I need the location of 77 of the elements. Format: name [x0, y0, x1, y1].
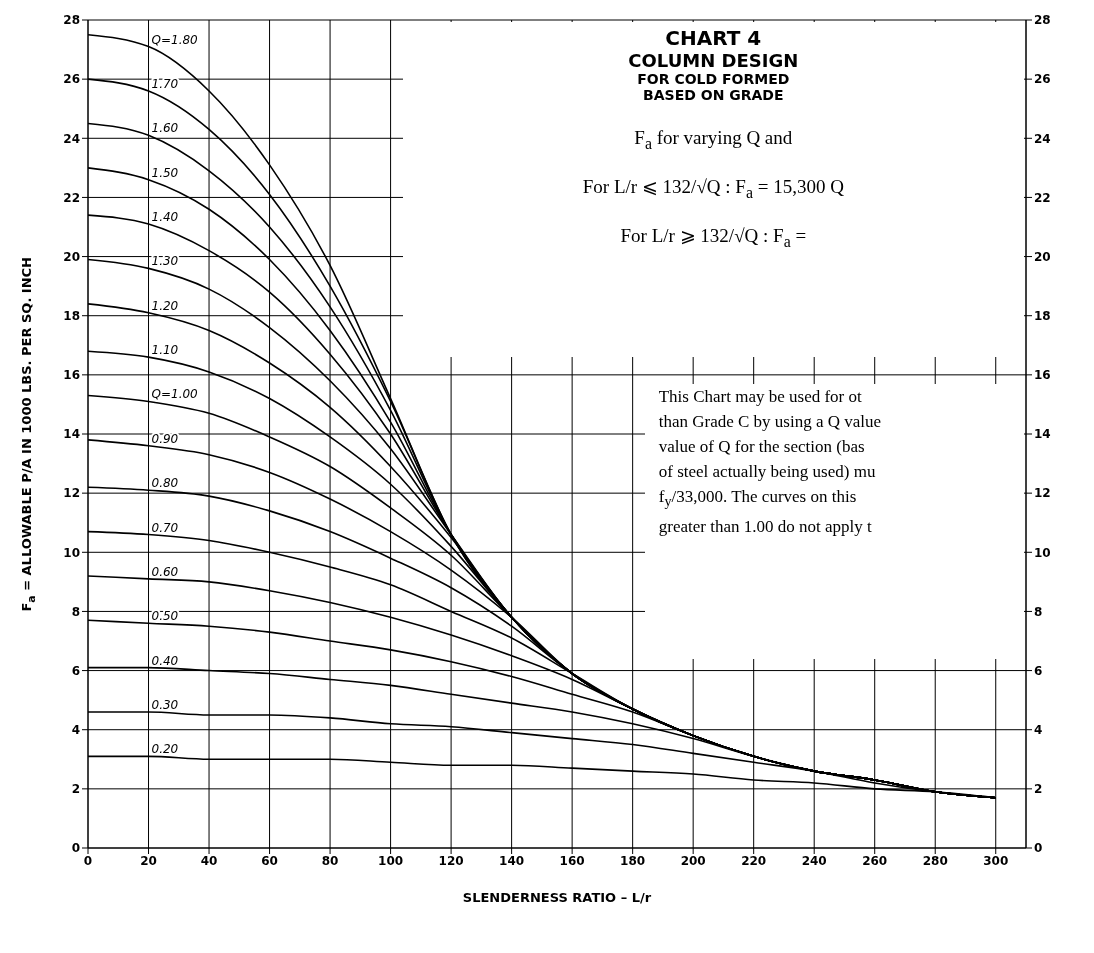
- series-label: 1.70: [151, 76, 179, 91]
- x-tick-label: 80: [321, 853, 339, 868]
- x-tick-label: 20: [140, 853, 157, 868]
- x-tick-label: 100: [378, 853, 404, 868]
- y2-tick-label: 8: [1034, 604, 1043, 619]
- y2-tick-label: 26: [1034, 72, 1051, 87]
- series-label: 0.60: [151, 564, 179, 579]
- series-label: 0.50: [151, 609, 179, 624]
- y2-tick-label: 16: [1034, 368, 1051, 383]
- series-label: 1.30: [151, 254, 179, 269]
- y-tick-label: 0: [71, 841, 80, 856]
- x-tick-label: 240: [801, 853, 827, 868]
- x-tick-label: 40: [200, 853, 218, 868]
- y-tick-label: 2: [71, 782, 80, 797]
- y-tick-label: 8: [71, 604, 80, 619]
- annotation: For L/r ⩽ 132/√Q : F$_{a}$ = 15,300 Q: [582, 175, 844, 201]
- y-tick-label: 14: [63, 427, 80, 442]
- x-tick-label: 0: [83, 853, 93, 868]
- y2-tick-label: 28: [1034, 13, 1051, 28]
- y2-tick-label: 24: [1034, 131, 1051, 146]
- annotation: f$_{y}$/33,000. The curves on this: [658, 486, 857, 510]
- series-label: 0.90: [151, 431, 179, 446]
- y2-tick-label: 6: [1034, 663, 1043, 678]
- y2-tick-label: 2: [1034, 782, 1043, 797]
- y2-tick-label: 14: [1034, 427, 1051, 442]
- y2-tick-label: 4: [1034, 722, 1043, 737]
- x-tick-label: 300: [983, 853, 1009, 868]
- x-tick-label: 160: [559, 853, 585, 868]
- y-tick-label: 16: [63, 368, 80, 383]
- annotation: This Chart may be used for ot: [658, 386, 862, 406]
- series-label: 0.40: [151, 653, 179, 668]
- x-tick-label: 220: [741, 853, 767, 868]
- annotation: than Grade C by using a Q value: [658, 411, 882, 431]
- series-label: 1.60: [151, 121, 179, 136]
- y-tick-label: 26: [63, 72, 80, 87]
- series-label: 0.20: [151, 742, 179, 757]
- y-tick-label: 22: [63, 190, 80, 205]
- y2-tick-label: 22: [1034, 190, 1051, 205]
- chart-title: CHART 4: [664, 26, 763, 50]
- y-tick-label: 28: [63, 13, 80, 28]
- y-tick-label: 12: [63, 486, 80, 501]
- x-tick-label: 120: [438, 853, 464, 868]
- annotation: BASED ON GRADE: [643, 87, 784, 103]
- y2-tick-label: 20: [1034, 249, 1051, 264]
- x-tick-label: 140: [499, 853, 525, 868]
- y-tick-label: 6: [71, 663, 80, 678]
- annotation: value of Q for the section (bas: [658, 436, 865, 456]
- x-axis-title: SLENDERNESS RATIO – L/r: [462, 890, 652, 905]
- annotation: FOR COLD FORMED: [637, 71, 790, 87]
- series-label: 1.50: [151, 165, 179, 180]
- y2-tick-label: 12: [1034, 486, 1051, 501]
- annotation: of steel actually being used) mu: [658, 461, 876, 481]
- y2-tick-label: 18: [1034, 308, 1051, 323]
- series-label: 0.70: [151, 520, 179, 535]
- series-label: Q=1.00: [151, 387, 199, 402]
- x-tick-label: 180: [620, 853, 646, 868]
- y-tick-label: 24: [63, 131, 80, 146]
- x-tick-label: 280: [922, 853, 948, 868]
- y2-tick-label: 0: [1034, 841, 1043, 856]
- series-label: 1.40: [151, 210, 179, 225]
- x-tick-label: 200: [680, 853, 706, 868]
- series-label: Q=1.80: [151, 32, 199, 47]
- y-tick-label: 20: [63, 249, 80, 264]
- series-label: 0.80: [151, 476, 179, 491]
- series-label: 1.10: [151, 343, 179, 358]
- annotation: For L/r ⩾ 132/√Q : F$_{a}$ =: [620, 224, 807, 250]
- annotation: greater than 1.00 do not apply t: [658, 517, 872, 537]
- series-label: 0.30: [151, 697, 179, 712]
- series-label: 1.20: [151, 298, 179, 313]
- y-tick-label: 4: [71, 722, 80, 737]
- y-tick-label: 18: [63, 308, 80, 323]
- x-tick-label: 60: [261, 853, 278, 868]
- y2-tick-label: 10: [1034, 545, 1051, 560]
- x-tick-label: 260: [862, 853, 888, 868]
- annotation: F$_{a}$ for varying Q and: [634, 127, 793, 152]
- text: COLUMN DESIGN: [628, 50, 799, 71]
- y-tick-label: 10: [63, 545, 80, 560]
